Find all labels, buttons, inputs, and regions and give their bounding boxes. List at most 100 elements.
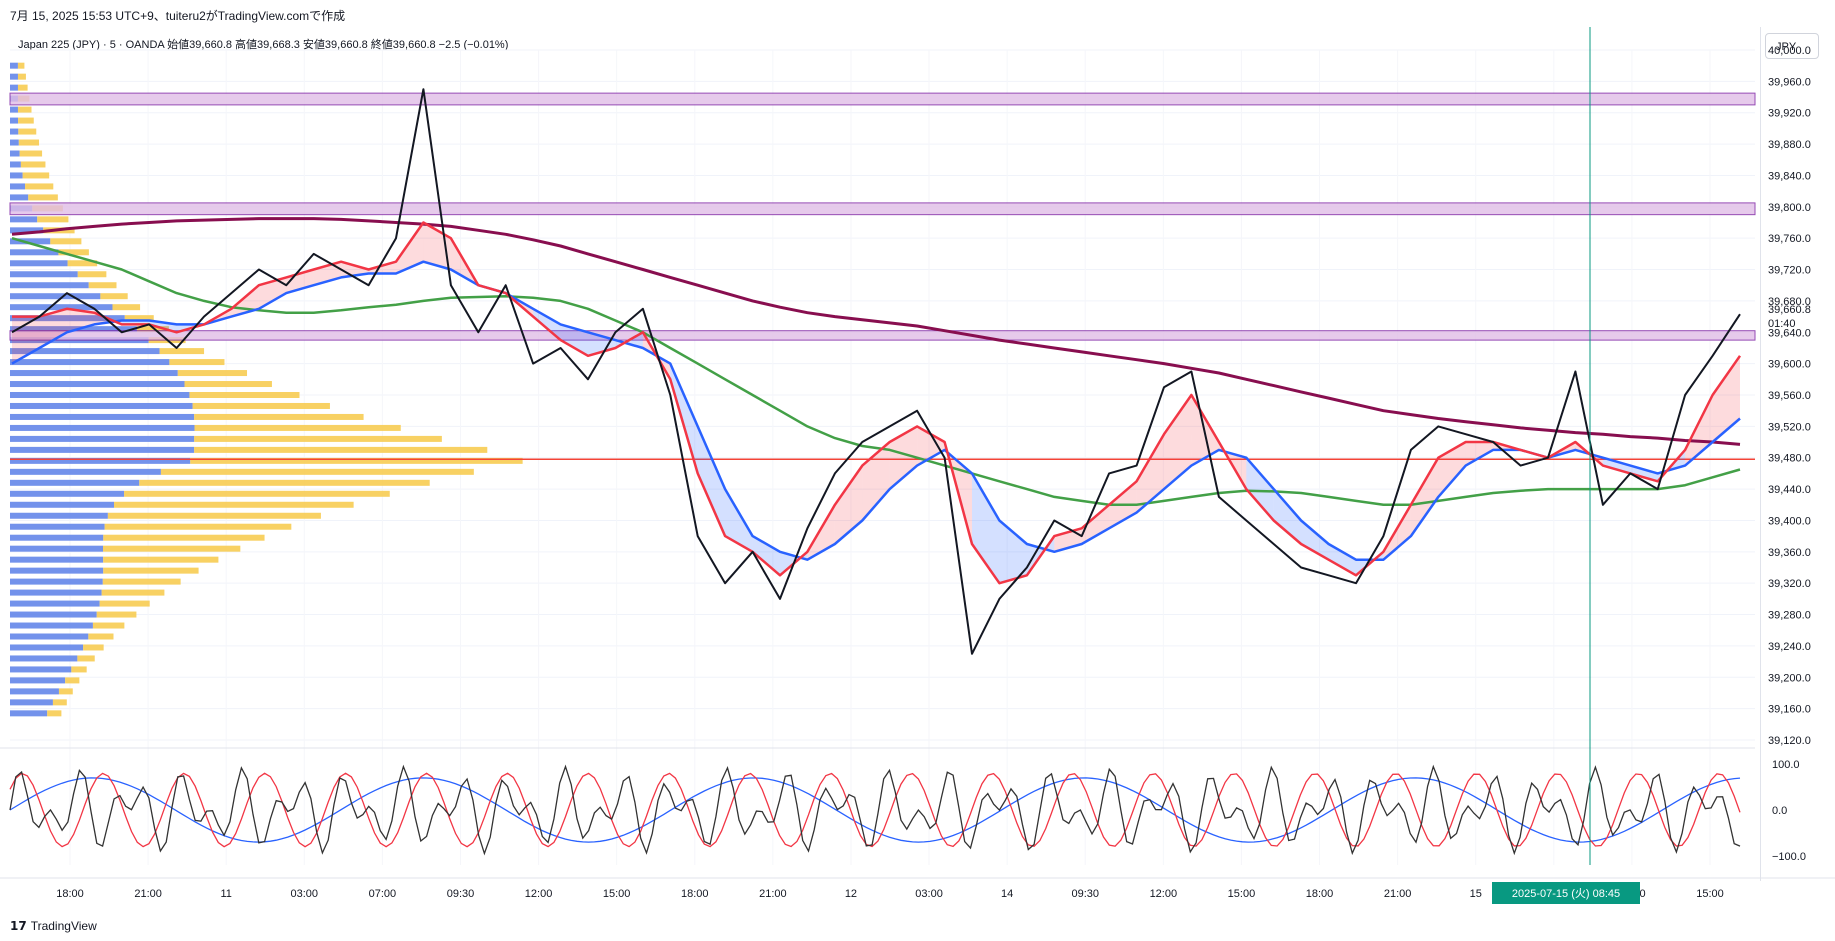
y-tick-label: 39,960.0: [1768, 76, 1811, 88]
volume-profile-bar-up: [10, 413, 195, 420]
x-tick-label: 21:00: [134, 888, 162, 900]
ma-fill-segment: [1164, 395, 1192, 490]
volume-profile-bar-down: [19, 150, 43, 157]
volume-profile-bar-up: [10, 644, 84, 651]
volume-profile-bar-up: [10, 688, 59, 695]
ma-fill-segment: [615, 332, 643, 348]
y-tick-label: 39,440.0: [1768, 484, 1811, 496]
volume-profile-bar-up: [10, 457, 191, 464]
series-line-fast_ma: [12, 221, 1742, 585]
volume-profile-bar-down: [28, 194, 58, 201]
volume-profile-bar-down: [96, 611, 137, 618]
volume-profile-bar-down: [88, 633, 114, 640]
y-tick-label: 39,800.0: [1768, 202, 1811, 214]
price-zone: [9, 92, 1756, 106]
volume-profile-bar-down: [99, 600, 150, 607]
volume-profile-bar-down: [124, 315, 154, 322]
volume-profile-bar-down: [47, 710, 62, 717]
x-tick-label: 18:00: [1306, 888, 1334, 900]
ma-fill-segment: [889, 426, 918, 490]
volume-profile-bar-up: [10, 150, 20, 157]
y-tick-label: 39,680.0: [1768, 296, 1811, 308]
volume-profile-bar-down: [184, 381, 272, 388]
volume-profile-bar-down: [17, 84, 28, 91]
tradingview-logo-icon: 𝟭𝟳: [10, 919, 27, 933]
volume-profile-bar-up: [10, 359, 170, 366]
volume-profile-bar-down: [18, 117, 34, 124]
volume-profile-bar-up: [10, 677, 66, 684]
ma-fill-segment: [1410, 457, 1439, 537]
ma-fill-segment: [862, 442, 890, 521]
volume-profile-bar-up: [10, 402, 193, 409]
zones: [9, 92, 1756, 461]
osc-tick-label: 100.0: [1772, 759, 1800, 771]
volume-profile-bar-up: [10, 315, 125, 322]
volume-profile: [10, 62, 523, 717]
x-tick-label: 21:00: [1384, 888, 1412, 900]
volume-profile-bar-up: [10, 183, 26, 190]
volume-profile-bar-down: [77, 655, 95, 662]
volume-profile-bar-down: [83, 644, 104, 651]
y-tick-label: 39,720.0: [1768, 265, 1811, 277]
volume-profile-bar-up: [10, 117, 19, 124]
volume-profile-bar-down: [58, 688, 73, 695]
currency-button[interactable]: JPY: [1765, 33, 1819, 59]
volume-profile-bar-up: [10, 523, 105, 530]
osc-tick-label: 0.0: [1772, 805, 1787, 817]
volume-profile-bar-up: [10, 293, 101, 300]
ma-fill-segment: [533, 308, 561, 341]
footer-brand-label: TradingView: [30, 919, 97, 933]
volume-profile-bar-down: [194, 435, 442, 442]
ma-fill-segment: [1273, 489, 1302, 544]
x-tick-label: 11: [220, 888, 231, 900]
volume-profile-bar-down: [77, 271, 107, 278]
y-tick-label: 39,200.0: [1768, 672, 1811, 684]
y-tick-label: 39,360.0: [1768, 547, 1811, 559]
volume-profile-bar-up: [10, 172, 23, 179]
ma-fill-segment: [1054, 528, 1082, 552]
y-tick-label: 39,160.0: [1768, 704, 1811, 716]
volume-profile-bar-down: [104, 523, 292, 530]
ma-fill-segment: [560, 324, 588, 356]
volume-profile-bar-up: [10, 194, 29, 201]
footer-brand: 𝟭𝟳 TradingView: [10, 919, 97, 933]
volume-profile-bar-down: [169, 359, 225, 366]
symbol-ohlc-legend: Japan 225 (JPY) · 5 · OANDA 始値39,660.8 高…: [18, 39, 509, 51]
volume-profile-bar-up: [10, 633, 89, 640]
volume-profile-bar-down: [17, 62, 25, 69]
ma-fill-segment: [1136, 434, 1164, 513]
volume-profile-bar-down: [92, 622, 125, 629]
ma-fill-segment: [286, 269, 314, 294]
volume-profile-bar-down: [65, 677, 80, 684]
volume-profile-bar-down: [25, 183, 54, 190]
x-tick-label: 15:00: [603, 888, 631, 900]
y-tick-label: 39,280.0: [1768, 610, 1811, 622]
volume-profile-bar-down: [17, 73, 26, 80]
volume-profile-bar-up: [10, 622, 93, 629]
series-lines: [11, 88, 1742, 655]
x-tick-label: 09:30: [447, 888, 475, 900]
x-tick-label: 15:00: [1696, 888, 1724, 900]
axes: 40,000.0 39,960.0 39,920.0 39,880.0 39,840.0…: [0, 27, 1835, 904]
volume-profile-bar-down: [136, 326, 169, 333]
volume-profile-bar-up: [10, 534, 104, 541]
volume-profile-bar-up: [10, 666, 72, 673]
volume-profile-bar-down: [18, 139, 40, 146]
ma-fill-segment: [1246, 457, 1274, 521]
volume-profile-bar-up: [10, 227, 44, 234]
volume-profile-bar-up: [10, 699, 53, 706]
volume-profile-bar-up: [10, 304, 113, 311]
y-tick-label: 39,560.0: [1768, 390, 1811, 402]
price-zone: [9, 330, 1756, 341]
volume-profile-bar-down: [22, 172, 50, 179]
ma-fill-segment: [396, 222, 424, 274]
volume-profile-bar-up: [10, 468, 161, 475]
x-tick-label: 07:00: [369, 888, 397, 900]
volume-profile-bar-up: [10, 139, 19, 146]
volume-profile-bar-down: [194, 424, 401, 431]
y-tick-label: 39,480.0: [1768, 453, 1811, 465]
volume-profile-bar-down: [107, 512, 321, 519]
y-tick-label: 39,400.0: [1768, 515, 1811, 527]
volume-profile-bar-up: [10, 424, 195, 431]
